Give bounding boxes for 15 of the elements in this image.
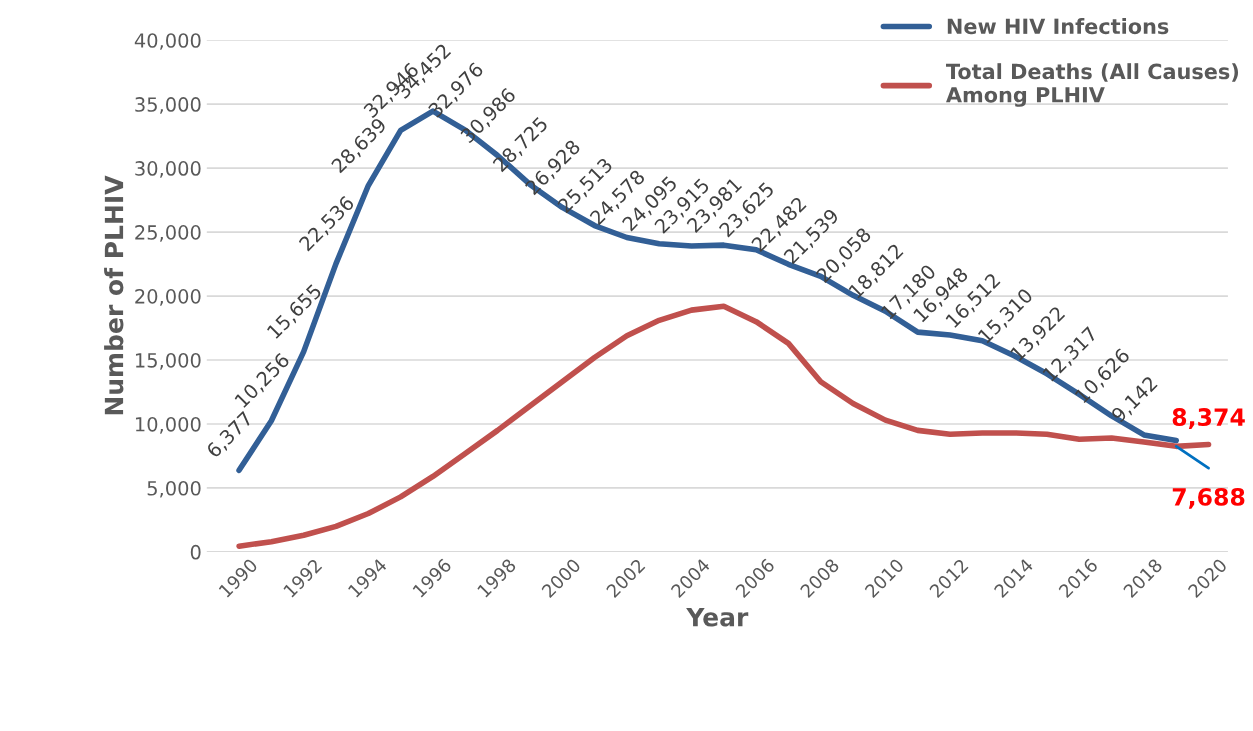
annotation: 7,688 xyxy=(1172,487,1245,509)
y-tick-label: 10,000 xyxy=(135,416,201,434)
annotation: 8,374 xyxy=(1172,408,1245,429)
y-tick-label: 35,000 xyxy=(135,97,201,114)
y-axis-title: Number of PLHIV xyxy=(104,175,124,415)
y-tick-label: 40,000 xyxy=(134,33,201,50)
y-tick-label: 0 xyxy=(190,544,201,560)
y-tick-label: 20,000 xyxy=(135,289,201,306)
y-tick-label: 5,000 xyxy=(147,480,201,498)
legend-label: New HIV Infections xyxy=(947,18,1169,35)
y-tick-label: 25,000 xyxy=(135,225,201,242)
x-axis-title: Year xyxy=(686,607,749,627)
legend-label: Total Deaths (All Causes) Among PLHIV xyxy=(946,63,1239,107)
y-tick-label: 15,000 xyxy=(135,352,201,370)
y-tick-label: 30,000 xyxy=(135,161,201,178)
